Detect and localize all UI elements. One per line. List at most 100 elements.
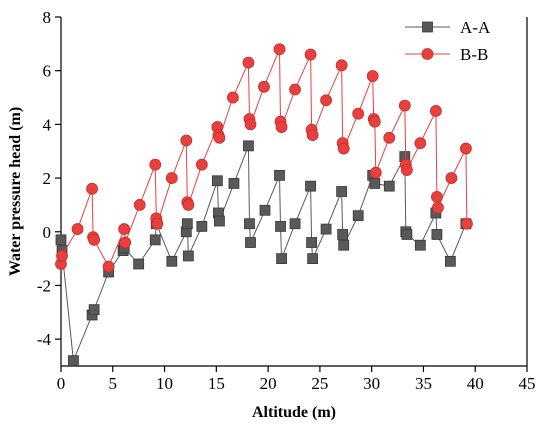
data-point (180, 134, 193, 147)
data-point (244, 218, 255, 230)
data-point (414, 137, 427, 150)
data-point (304, 48, 317, 61)
data-point (273, 43, 286, 56)
data-point (431, 190, 443, 203)
data-point (165, 172, 178, 184)
data-point (306, 129, 319, 142)
data-point (432, 201, 444, 214)
data-point (86, 182, 98, 195)
data-point (398, 99, 411, 112)
data-point (211, 175, 223, 187)
data-point (55, 234, 67, 246)
data-point (306, 237, 318, 248)
data-point (149, 234, 161, 246)
data-point (337, 229, 349, 240)
data-point (336, 186, 348, 197)
x-tick-label: 40 (467, 374, 484, 393)
data-point (182, 199, 195, 211)
x-tick-label: 5 (109, 374, 118, 393)
legend-label: A-A (460, 18, 491, 37)
data-point (214, 215, 225, 227)
plot-area (55, 43, 473, 367)
legend-marker (421, 48, 434, 60)
data-point (275, 220, 286, 232)
data-point (307, 253, 319, 265)
data-point (119, 236, 132, 249)
data-point (259, 204, 271, 216)
y-tick-label: -4 (37, 330, 52, 349)
data-point (244, 118, 257, 131)
data-point (369, 178, 381, 189)
y-tick-label: 2 (43, 169, 52, 188)
data-point (320, 94, 333, 107)
y-tick-label: 4 (43, 115, 52, 134)
data-point (431, 229, 443, 240)
data-point (414, 239, 426, 251)
data-point (68, 355, 79, 367)
data-point (289, 218, 301, 230)
legend-entry-a-a: A-A (405, 18, 491, 37)
y-tick-label: -2 (37, 276, 51, 295)
data-point (102, 260, 115, 273)
y-axis-title: Water pressure head (m) (7, 107, 24, 276)
data-point (400, 164, 413, 176)
y-tick-label: 8 (43, 8, 52, 27)
data-point (276, 253, 287, 265)
series-b-b (55, 43, 473, 273)
data-point (195, 158, 208, 171)
data-point (401, 229, 413, 240)
data-point (383, 131, 396, 144)
data-point (118, 223, 131, 235)
data-point (461, 217, 473, 230)
data-point (182, 250, 194, 262)
x-tick-label: 25 (311, 374, 328, 393)
data-point (444, 255, 456, 267)
x-tick-label: 45 (519, 374, 536, 393)
data-point (242, 56, 255, 69)
legend-entry-b-b: B-B (405, 45, 488, 64)
data-point (181, 218, 193, 230)
data-point (56, 250, 68, 262)
x-tick-label: 15 (208, 374, 225, 393)
data-point (368, 115, 381, 128)
x-tick-label: 35 (415, 374, 432, 393)
x-tick-label: 0 (57, 374, 66, 393)
data-point (289, 83, 301, 96)
data-point (383, 180, 395, 192)
data-point (151, 217, 164, 230)
data-point (228, 178, 240, 189)
data-point (445, 172, 458, 184)
x-axis-title: Altitude (m) (252, 404, 336, 421)
data-point (352, 107, 365, 120)
y-tick-label: 6 (43, 62, 52, 81)
data-point (366, 70, 379, 82)
data-point (213, 131, 226, 144)
data-point (258, 80, 270, 93)
data-point (196, 220, 208, 232)
data-point (88, 233, 101, 246)
data-point (338, 239, 350, 251)
data-point (88, 304, 100, 316)
data-point (71, 223, 84, 235)
data-point (429, 105, 442, 117)
data-point (305, 180, 316, 192)
x-tick-label: 20 (260, 374, 277, 393)
data-point (335, 59, 348, 72)
data-point (227, 91, 239, 104)
data-point (274, 169, 285, 181)
legend-label: B-B (460, 45, 488, 64)
x-tick-label: 30 (363, 374, 380, 393)
data-point (460, 142, 472, 155)
data-point (149, 158, 162, 171)
data-point (245, 237, 256, 248)
data-point (352, 210, 364, 222)
legend: A-A B-B (405, 18, 491, 64)
data-point (166, 255, 178, 267)
legend-marker (422, 21, 433, 33)
x-tick-label: 10 (156, 374, 173, 393)
data-point (133, 199, 146, 211)
data-point (275, 121, 288, 133)
data-point (320, 223, 332, 235)
y-tick-label: 0 (43, 223, 52, 242)
